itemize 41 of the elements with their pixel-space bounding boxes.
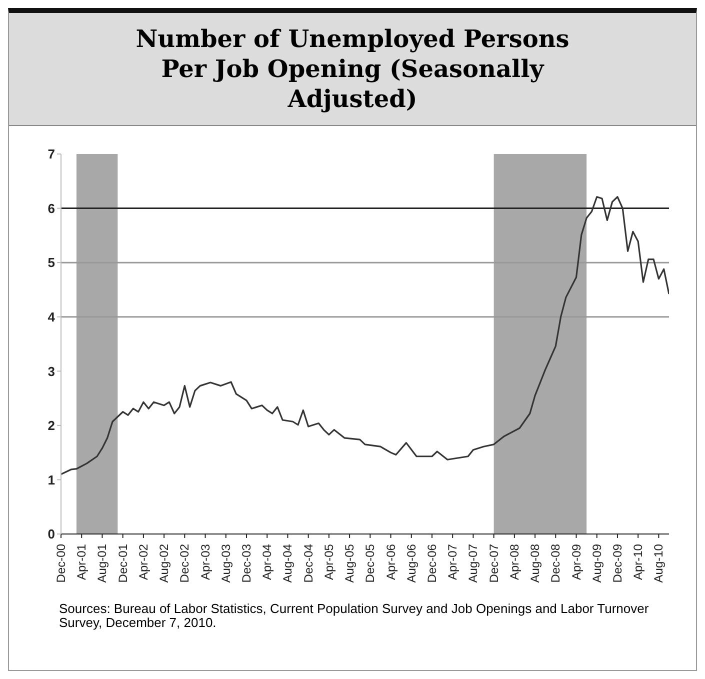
line-series [61, 196, 669, 476]
x-tick-label: Dec-01 [116, 544, 130, 583]
x-tick-label: Apr-08 [507, 544, 522, 580]
x-tick-label: Dec-02 [178, 544, 192, 583]
y-tick-label: 3 [48, 364, 55, 379]
x-tick-label: Aug-08 [528, 544, 542, 583]
x-tick-label: Apr-06 [384, 544, 398, 580]
x-tick-label: Aug-01 [95, 544, 110, 583]
x-tick-label: Dec-07 [486, 544, 501, 583]
x-tick-label: Aug-06 [404, 544, 418, 583]
x-tick-label: Dec-05 [363, 544, 378, 583]
x-tick-label: Apr-05 [322, 544, 336, 580]
x-tick-label: Apr-07 [446, 544, 460, 580]
y-tick-label: 2 [48, 418, 55, 434]
x-tick-label: Aug-10 [652, 544, 666, 583]
y-tick-label: 7 [48, 146, 55, 162]
x-tick-label: Aug-09 [590, 544, 604, 583]
source-note: Sources: Bureau of Labor Statistics, Current Population Survey and Job Openings and Labor Turnover Survey, December 7, 2010. [59, 601, 650, 630]
x-tick-label: Aug-04 [280, 544, 295, 583]
x-tick-label: Dec-03 [239, 544, 254, 583]
y-tick-label: 0 [48, 526, 55, 542]
x-tick-label: Dec-06 [424, 544, 439, 583]
x-tick-label: Apr-04 [260, 544, 274, 580]
x-tick-label: Dec-08 [548, 544, 563, 583]
x-tick-label: Apr-09 [569, 544, 584, 580]
y-tick-label: 5 [48, 255, 55, 270]
y-tick-label: 6 [48, 200, 55, 216]
x-tick-label: Apr-01 [74, 544, 89, 580]
x-tick-label: Apr-10 [631, 544, 646, 580]
x-tick-label: Aug-02 [157, 544, 172, 583]
x-tick-label: Aug-07 [466, 544, 480, 583]
y-tick-label: 4 [48, 309, 56, 324]
x-tick-label: Aug-05 [342, 544, 357, 583]
x-tick-label: Apr-02 [136, 544, 150, 580]
x-tick-label: Apr-03 [198, 544, 212, 580]
x-tick-label: Aug-03 [218, 544, 233, 583]
x-tick-label: Dec-09 [610, 544, 624, 583]
y-tick-label: 1 [48, 472, 55, 488]
chart-title: Number of Unemployed Persons Per Job Opening (Seasonally Adjusted) [134, 24, 570, 114]
x-tick-label: Dec-00 [54, 544, 68, 583]
x-tick-label: Dec-04 [301, 544, 316, 583]
